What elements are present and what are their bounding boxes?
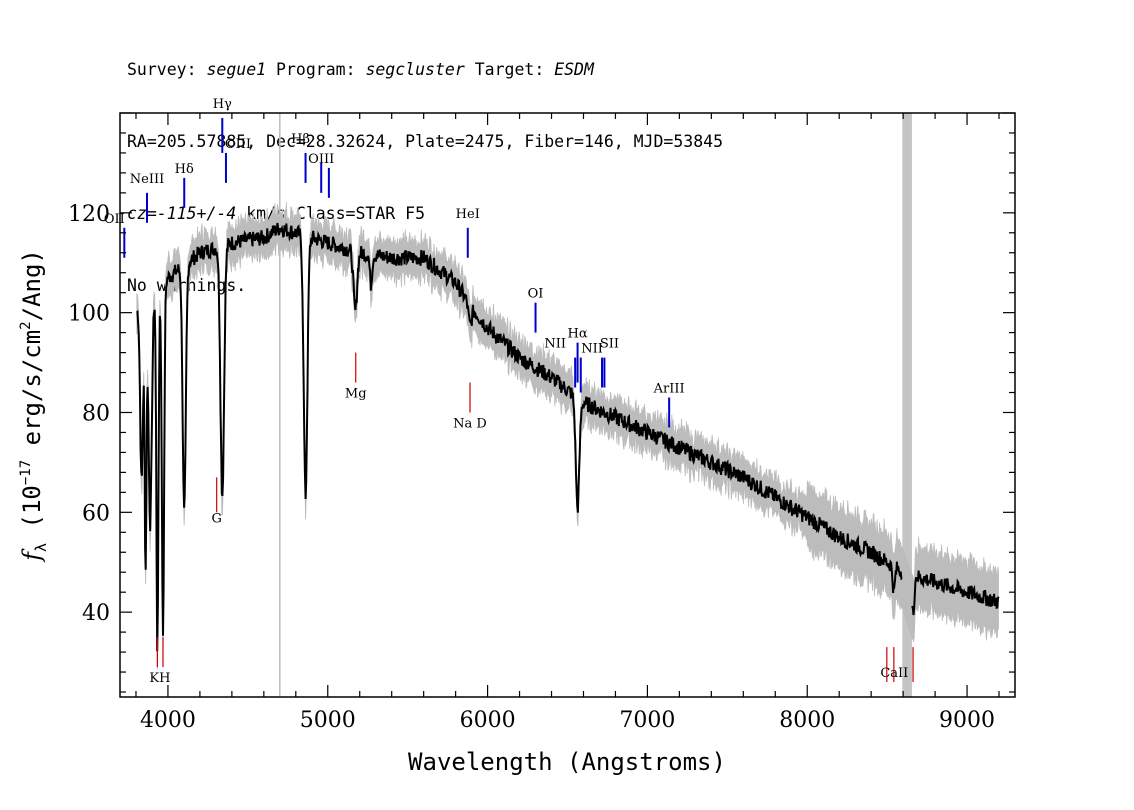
x-tick-label: 9000	[939, 708, 995, 733]
program-value: segcluster	[365, 60, 465, 79]
flux-series	[136, 222, 1000, 652]
emission-line-label: ArIII	[653, 382, 685, 397]
y-axis-title: fλ (10−17 erg/s/cm2/Ang)	[18, 249, 50, 563]
emission-line-label: OI	[528, 287, 544, 302]
x-tick-label: 5000	[300, 708, 356, 733]
header-line-coordinates: RA=205.57885, Dec=28.32624, Plate=2475, …	[127, 132, 724, 151]
emission-line-label: HeI	[456, 207, 480, 222]
header-line-survey: Survey: segue1 Program: segcluster Targe…	[127, 60, 594, 79]
plot-frame	[119, 112, 1016, 698]
y-tick-label: 40	[82, 601, 110, 626]
absorption-line-label: KH	[149, 671, 170, 686]
masked-band-layer	[902, 113, 912, 697]
emission-line-label: Hγ	[213, 97, 232, 112]
x-tick-label: 8000	[779, 708, 835, 733]
emission-line-label: SII	[600, 337, 619, 352]
absorption-line-label: G	[211, 511, 221, 526]
x-tick-label: 6000	[460, 708, 516, 733]
x-tick-label: 4000	[140, 708, 196, 733]
absorption-line-label: Mg	[345, 387, 367, 402]
y-tick-label: 60	[82, 501, 110, 526]
emission-line-label: Hα	[568, 327, 588, 342]
noise-layer	[136, 201, 999, 670]
emission-line-label: NII	[544, 337, 566, 352]
emission-line-label: OIII	[308, 152, 334, 167]
x-tick-label: 7000	[619, 708, 675, 733]
noise-envelope	[136, 201, 999, 670]
y-tick-label: 100	[68, 302, 110, 327]
emission-line-label: Hβ	[291, 132, 310, 147]
emission-line-label: OIII	[225, 137, 251, 152]
y-tick-label: 120	[68, 202, 110, 227]
emission-line-label: Hδ	[175, 162, 194, 177]
y-tick-label: 80	[82, 401, 110, 426]
absorption-line-label: Na D	[453, 416, 487, 431]
survey-value: segue1	[206, 60, 267, 79]
axes-layer: 4000 5000 6000 7000 8000 9000 40 60 80 100 120	[68, 112, 1016, 733]
target-value: ESDM	[554, 60, 594, 79]
x-axis-title: Wavelength (Angstroms)	[408, 748, 726, 776]
emission-line-label: NeIII	[130, 172, 164, 187]
masked-band	[902, 113, 912, 697]
spectrum-header: Survey: segue1 Program: segcluster Targe…	[127, 10, 723, 322]
absorption-line-label: CaII	[880, 666, 908, 681]
flux-layer	[136, 222, 1000, 652]
emission-line-label: NII	[581, 342, 603, 357]
cz-value: cz=-115+/-4	[127, 204, 237, 223]
